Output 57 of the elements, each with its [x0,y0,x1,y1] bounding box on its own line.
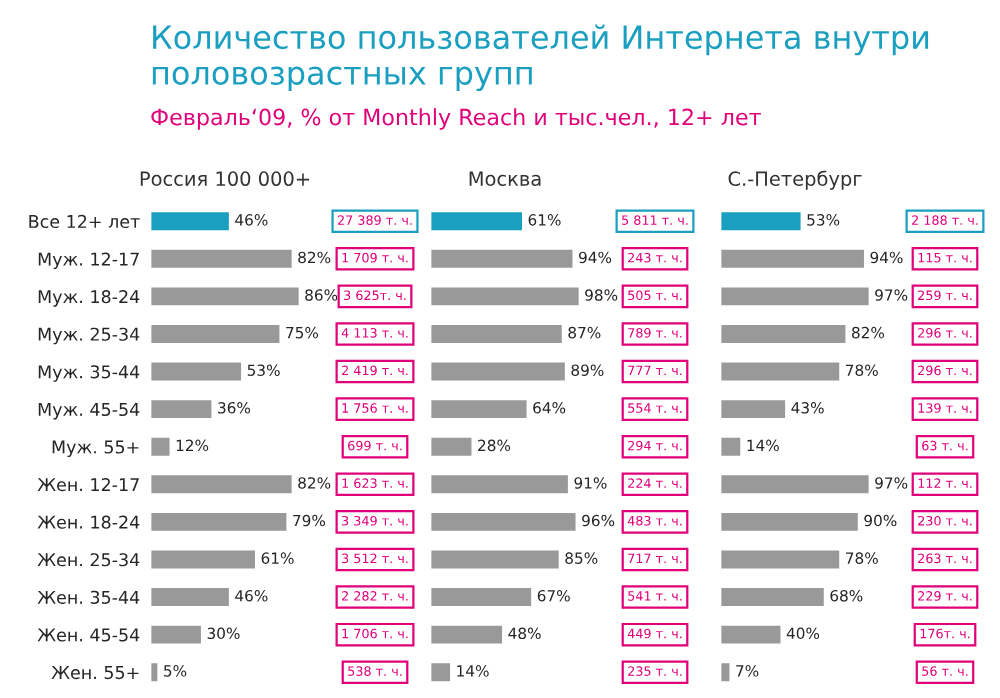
bar [150,359,244,384]
bar [150,322,283,346]
y-tick-label: Жен. 45-54 [37,628,140,642]
y-tick-label: Жен. 18-24 [37,515,140,529]
text: Количество пользователей Интернета внутри половозрастных групп [152,24,929,92]
bar [720,247,867,271]
bar [150,209,232,233]
bar [150,397,215,421]
bar [150,434,173,459]
bar [150,547,258,572]
y-tick-label: Жен. 35-44 [37,590,140,604]
y-tick-label: Жен. 55+ [51,666,139,680]
bar [150,585,232,609]
y-tick-label: Жен. 25-34 [37,553,140,567]
bar [430,434,475,459]
bar [720,585,827,609]
bar [720,359,843,384]
bar [720,547,843,572]
bar [430,397,530,421]
y-tick-label: Муж. 12-17 [38,252,139,270]
bar [720,660,733,684]
y-tick-label: Муж. 18-24 [38,290,140,307]
bar [430,247,576,271]
bar [720,622,784,647]
bar [430,284,580,309]
bar [430,359,568,384]
bar [720,510,861,534]
y-tick-label: Муж. 25-34 [38,327,140,345]
y-tick-label: Муж. 55+ [52,440,139,458]
bar [150,622,204,647]
y-tick-label: Все 12+ лет [29,214,140,229]
bar [720,322,849,346]
bar [430,547,562,572]
bar [720,284,870,309]
y-tick-label: Жен. 12-17 [37,477,139,492]
text: Февраль‘09, % от Monthly Reach и тыс.чел., 12+ лет [151,108,761,130]
bar [720,397,788,421]
x-axis-title: Москва [469,171,541,187]
bar [430,322,565,346]
bar [720,209,804,233]
y-tick-label: Муж. 35-44 [38,365,140,382]
bar [150,510,290,534]
bar [150,247,295,271]
bar [720,472,870,497]
bar [430,209,525,233]
bar [150,472,295,497]
bar [430,660,453,684]
bar [430,585,534,609]
bar [430,622,505,647]
bar [430,472,571,497]
y-tick-label: Муж. 45-54 [38,403,140,420]
bar [150,284,300,309]
x-axis-title: С.-Петербург [728,170,862,190]
bar [430,510,579,534]
bar [150,660,161,684]
bar [720,434,744,459]
x-axis-title: Россия 100 000+ [140,171,310,187]
